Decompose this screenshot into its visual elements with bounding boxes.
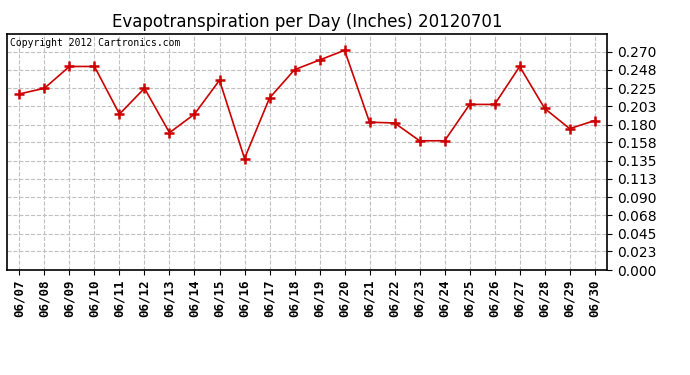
Title: Evapotranspiration per Day (Inches) 20120701: Evapotranspiration per Day (Inches) 2012… [112,13,502,31]
Text: Copyright 2012 Cartronics.com: Copyright 2012 Cartronics.com [10,39,180,48]
